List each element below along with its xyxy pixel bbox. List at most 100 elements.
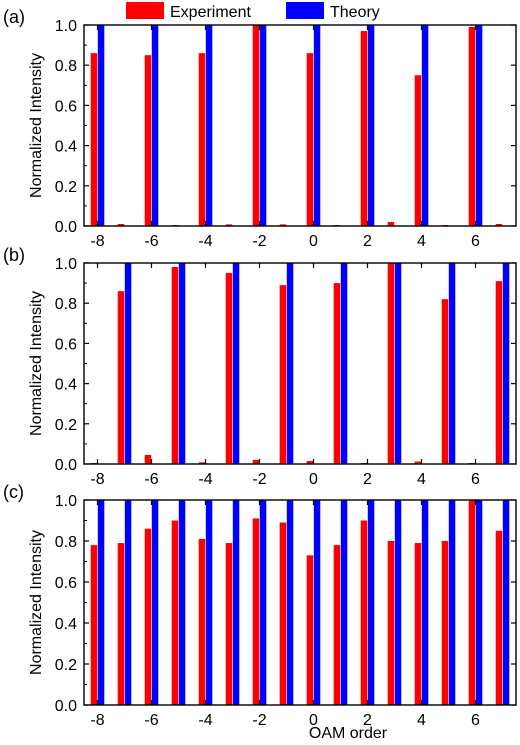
bar-experiment--4 <box>198 462 206 464</box>
y-tick-label: 0.0 <box>55 219 77 236</box>
bar-experiment-3 <box>387 541 395 705</box>
bar-experiment-5 <box>441 299 449 464</box>
bar-experiment-7 <box>495 223 503 226</box>
bar-experiment-0 <box>306 53 314 226</box>
bar-experiment-2 <box>360 520 368 705</box>
bar-theory--7 <box>124 500 132 705</box>
panel-label: (a) <box>3 7 25 27</box>
bar-theory--2 <box>259 25 267 226</box>
bar-experiment-6 <box>468 500 476 705</box>
x-tick-label: -6 <box>144 471 158 488</box>
legend-swatch-theory <box>286 2 324 19</box>
y-tick-label: 0.2 <box>55 657 77 674</box>
x-tick-label: 2 <box>363 712 372 729</box>
bar-theory--1 <box>286 500 294 705</box>
bar-theory--6 <box>151 500 159 705</box>
bar-experiment--5 <box>171 520 179 705</box>
panel-label: (b) <box>3 245 25 265</box>
bar-experiment--4 <box>198 538 206 705</box>
bar-experiment-7 <box>495 281 503 464</box>
bar-experiment--1 <box>279 522 287 705</box>
bar-theory--2 <box>259 500 267 705</box>
bar-theory-6 <box>475 25 483 226</box>
bar-experiment--2 <box>252 459 260 464</box>
bar-theory-2 <box>367 25 375 226</box>
bar-theory--8 <box>97 500 105 705</box>
bar-theory--8 <box>97 25 105 226</box>
y-tick-label: 0.6 <box>55 336 77 353</box>
y-tick-label: 0.0 <box>55 457 77 474</box>
legend-label-experiment: Experiment <box>170 4 251 21</box>
x-axis-label: OAM order <box>309 725 388 742</box>
bar-theory-3 <box>394 263 402 464</box>
bar-theory-6 <box>475 500 483 705</box>
bar-theory--4 <box>205 25 213 226</box>
bar-experiment--3 <box>225 224 233 226</box>
x-tick-label: 0 <box>309 233 318 250</box>
bar-experiment--5 <box>171 267 179 464</box>
bar-experiment--3 <box>225 543 233 705</box>
x-tick-label: 6 <box>471 471 480 488</box>
bar-experiment--6 <box>144 528 152 705</box>
bar-experiment--4 <box>198 53 206 226</box>
bar-theory-1 <box>340 500 348 705</box>
panel-2: 0.0 0.2 0.4 0.6 0.8 1.0 -8 -6 -4 -2 0 2 4 6 Normalized… <box>3 245 517 488</box>
bar-theory--6 <box>151 25 159 226</box>
bar-theory-3 <box>394 500 402 705</box>
y-tick-label: 0.0 <box>55 698 77 715</box>
bar-experiment--7 <box>117 291 125 464</box>
bar-experiment-1 <box>333 283 341 464</box>
x-tick-label: -2 <box>252 471 266 488</box>
bar-theory--4 <box>205 500 213 705</box>
bar-experiment--1 <box>279 285 287 464</box>
bar-experiment--8 <box>90 53 98 226</box>
bar-experiment-0 <box>306 460 314 464</box>
bar-theory--7 <box>124 263 132 464</box>
x-tick-label: 4 <box>417 471 426 488</box>
x-tick-label: -6 <box>144 233 158 250</box>
bar-experiment-7 <box>495 530 503 705</box>
bar-theory-5 <box>448 263 456 464</box>
x-tick-label: -4 <box>198 233 212 250</box>
bar-experiment-3 <box>387 221 395 226</box>
y-tick-label: 0.8 <box>55 534 77 551</box>
bar-theory-2 <box>367 500 375 705</box>
bar-experiment-4 <box>414 461 422 464</box>
bar-experiment--8 <box>90 545 98 705</box>
x-tick-label: 4 <box>417 233 426 250</box>
x-tick-label: 6 <box>471 233 480 250</box>
y-axis-label: Normalized Intensity <box>28 53 45 198</box>
bar-theory-1 <box>340 263 348 464</box>
bar-theory--1 <box>286 263 294 464</box>
bar-experiment--6 <box>144 55 152 227</box>
y-axis-label: Normalized Intensity <box>28 291 45 436</box>
bar-theory-4 <box>421 500 429 705</box>
x-tick-label: 4 <box>417 712 426 729</box>
y-tick-label: 1.0 <box>55 256 77 273</box>
x-tick-label: -4 <box>198 712 212 729</box>
bar-experiment--3 <box>225 273 233 464</box>
bar-experiment-0 <box>306 555 314 705</box>
bar-theory--5 <box>178 500 186 705</box>
x-tick-label: -8 <box>90 712 104 729</box>
x-tick-label: 6 <box>471 712 480 729</box>
bar-experiment-1 <box>333 545 341 705</box>
panel-1: 0.0 0.2 0.4 0.6 0.8 1.0 -8 -6 -4 -2 0 2 4 6 Normalized… <box>3 7 517 250</box>
y-tick-label: 0.2 <box>55 417 77 434</box>
y-tick-label: 0.8 <box>55 58 77 75</box>
bar-theory-7 <box>502 500 510 705</box>
bar-theory--3 <box>232 500 240 705</box>
x-tick-label: -6 <box>144 712 158 729</box>
bar-theory-0 <box>313 500 321 705</box>
bar-experiment-6 <box>468 27 476 227</box>
bar-experiment--7 <box>117 543 125 705</box>
legend-swatch-experiment <box>126 2 164 19</box>
y-axis-label: Normalized Intensity <box>28 530 45 675</box>
x-tick-label: -2 <box>252 233 266 250</box>
y-tick-label: 0.4 <box>55 139 77 156</box>
bar-theory-7 <box>502 263 510 464</box>
y-tick-label: 0.8 <box>55 296 77 313</box>
y-tick-label: 0.6 <box>55 575 77 592</box>
y-tick-label: 0.4 <box>55 377 77 394</box>
